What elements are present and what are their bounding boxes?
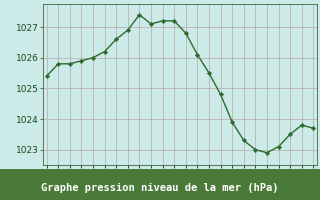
Text: Graphe pression niveau de la mer (hPa): Graphe pression niveau de la mer (hPa)	[41, 183, 279, 193]
